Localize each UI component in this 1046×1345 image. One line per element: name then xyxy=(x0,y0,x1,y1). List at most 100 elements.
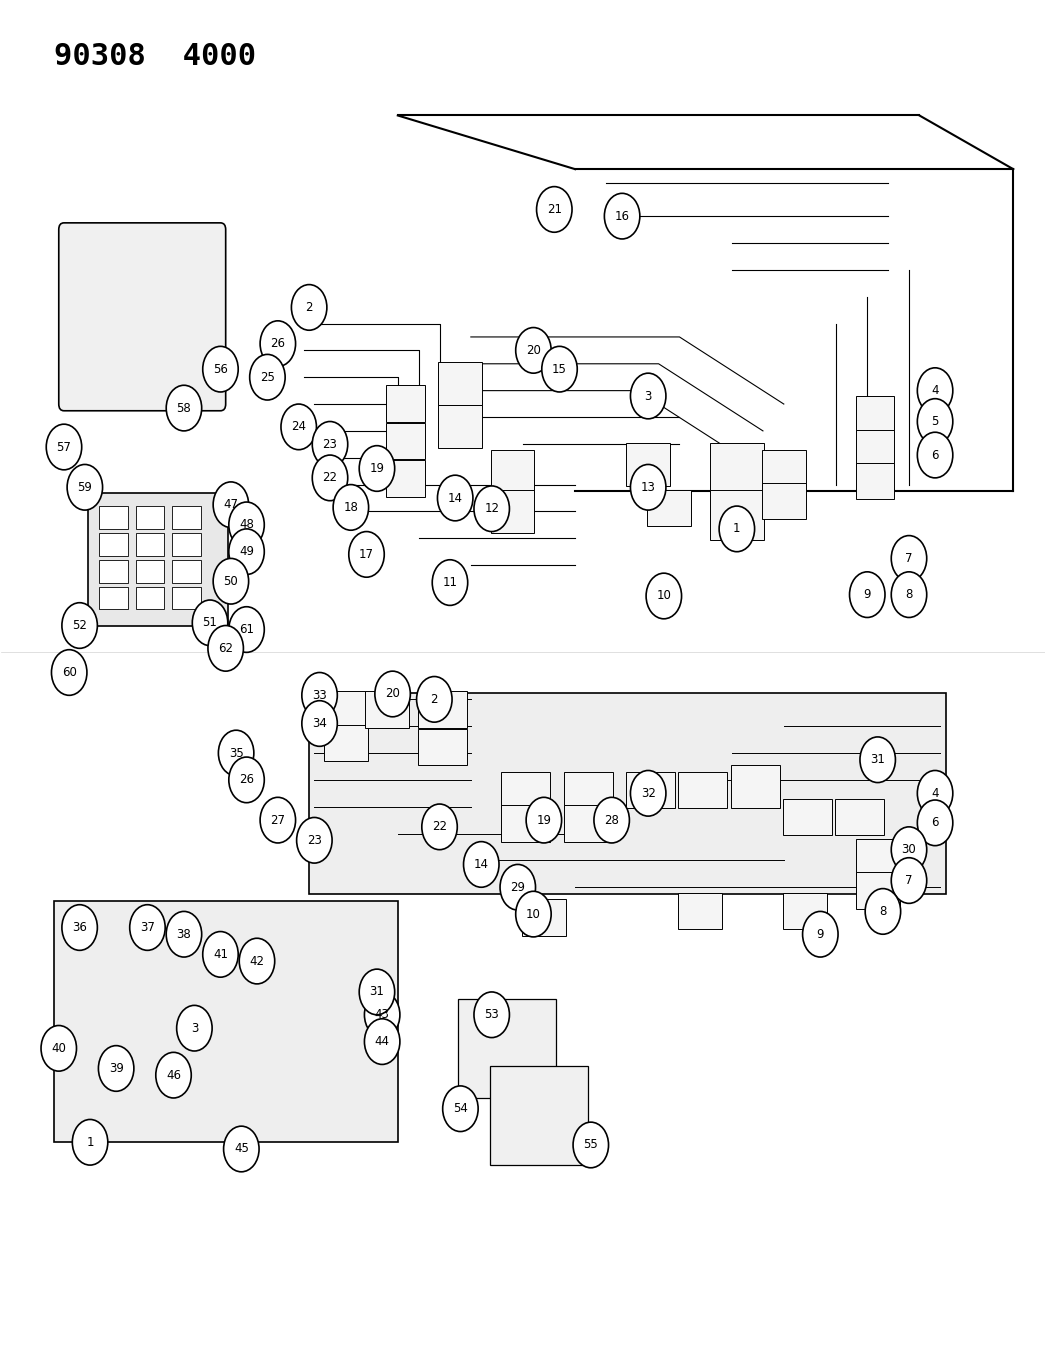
FancyBboxPatch shape xyxy=(564,806,613,842)
FancyBboxPatch shape xyxy=(173,533,201,555)
Text: 35: 35 xyxy=(229,746,244,760)
FancyBboxPatch shape xyxy=(730,765,779,808)
Text: 13: 13 xyxy=(641,480,656,494)
Circle shape xyxy=(292,285,326,331)
Text: 42: 42 xyxy=(250,955,265,967)
Circle shape xyxy=(891,572,927,617)
Circle shape xyxy=(240,939,275,985)
Text: 59: 59 xyxy=(77,480,92,494)
FancyBboxPatch shape xyxy=(438,405,482,448)
Circle shape xyxy=(437,475,473,521)
Text: 16: 16 xyxy=(615,210,630,223)
Circle shape xyxy=(891,827,927,873)
Text: 4: 4 xyxy=(931,787,939,800)
Text: 44: 44 xyxy=(374,1036,390,1048)
Circle shape xyxy=(542,347,577,391)
Circle shape xyxy=(891,858,927,904)
Circle shape xyxy=(46,424,82,469)
Circle shape xyxy=(474,486,509,531)
Text: 19: 19 xyxy=(369,461,385,475)
FancyBboxPatch shape xyxy=(761,449,805,486)
Text: 34: 34 xyxy=(312,717,327,730)
Text: 56: 56 xyxy=(213,363,228,375)
FancyBboxPatch shape xyxy=(627,772,676,808)
Text: 5: 5 xyxy=(931,416,938,428)
FancyBboxPatch shape xyxy=(564,772,613,808)
FancyBboxPatch shape xyxy=(136,533,164,555)
Text: 33: 33 xyxy=(312,689,327,702)
Text: 14: 14 xyxy=(448,491,462,504)
Circle shape xyxy=(41,1025,76,1071)
Text: 2: 2 xyxy=(305,301,313,313)
Circle shape xyxy=(849,572,885,617)
Circle shape xyxy=(229,529,265,574)
Circle shape xyxy=(374,671,410,717)
Circle shape xyxy=(631,771,666,816)
Circle shape xyxy=(573,1122,609,1167)
Circle shape xyxy=(302,672,337,718)
FancyBboxPatch shape xyxy=(173,506,201,529)
Circle shape xyxy=(67,464,103,510)
Text: 32: 32 xyxy=(641,787,656,800)
Circle shape xyxy=(594,798,630,843)
Circle shape xyxy=(422,804,457,850)
Circle shape xyxy=(156,1052,191,1098)
Text: 52: 52 xyxy=(72,619,87,632)
Circle shape xyxy=(260,798,296,843)
FancyBboxPatch shape xyxy=(647,490,691,526)
Circle shape xyxy=(203,932,238,978)
Circle shape xyxy=(416,677,452,722)
Circle shape xyxy=(359,970,394,1014)
Text: 45: 45 xyxy=(234,1142,249,1155)
FancyBboxPatch shape xyxy=(136,506,164,529)
Text: 49: 49 xyxy=(240,545,254,558)
Circle shape xyxy=(62,603,97,648)
FancyBboxPatch shape xyxy=(310,693,946,894)
Circle shape xyxy=(432,560,468,605)
Circle shape xyxy=(62,905,97,951)
Text: 4: 4 xyxy=(931,385,939,397)
Text: 7: 7 xyxy=(905,551,913,565)
Circle shape xyxy=(917,367,953,413)
Circle shape xyxy=(631,373,666,418)
FancyBboxPatch shape xyxy=(136,560,164,582)
Circle shape xyxy=(224,1126,259,1171)
FancyBboxPatch shape xyxy=(501,772,550,808)
Circle shape xyxy=(442,1085,478,1131)
Circle shape xyxy=(297,818,332,863)
FancyBboxPatch shape xyxy=(324,725,367,761)
Text: 11: 11 xyxy=(442,576,457,589)
Circle shape xyxy=(229,502,265,547)
Text: 51: 51 xyxy=(203,616,218,629)
Text: 3: 3 xyxy=(190,1022,198,1034)
FancyBboxPatch shape xyxy=(710,443,764,492)
Text: 31: 31 xyxy=(369,986,384,998)
FancyBboxPatch shape xyxy=(761,483,805,519)
FancyBboxPatch shape xyxy=(856,395,894,432)
Circle shape xyxy=(281,404,317,449)
FancyBboxPatch shape xyxy=(99,586,128,609)
Text: 29: 29 xyxy=(510,881,525,894)
Text: 40: 40 xyxy=(51,1042,66,1054)
Circle shape xyxy=(865,889,901,935)
Circle shape xyxy=(891,535,927,581)
Text: 62: 62 xyxy=(219,642,233,655)
Text: 22: 22 xyxy=(322,471,338,484)
Circle shape xyxy=(203,347,238,391)
Circle shape xyxy=(72,1119,108,1165)
Text: 47: 47 xyxy=(224,498,238,511)
FancyBboxPatch shape xyxy=(710,490,764,539)
Circle shape xyxy=(364,1018,400,1064)
Circle shape xyxy=(860,737,895,783)
FancyBboxPatch shape xyxy=(88,492,228,625)
Circle shape xyxy=(500,865,536,911)
Text: 46: 46 xyxy=(166,1069,181,1081)
Circle shape xyxy=(917,432,953,477)
FancyBboxPatch shape xyxy=(99,506,128,529)
FancyBboxPatch shape xyxy=(99,533,128,555)
Circle shape xyxy=(98,1045,134,1091)
Circle shape xyxy=(646,573,682,619)
Text: 36: 36 xyxy=(72,921,87,933)
Text: 2: 2 xyxy=(431,693,438,706)
FancyBboxPatch shape xyxy=(53,901,397,1142)
